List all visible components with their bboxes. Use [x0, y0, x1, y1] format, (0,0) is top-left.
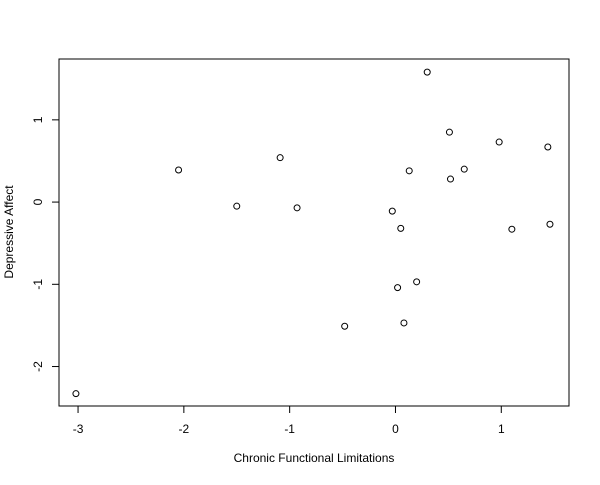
- x-axis: -3 -2 -1 0 1: [73, 406, 505, 436]
- plot-frame: [58, 58, 570, 407]
- data-point: [388, 207, 396, 215]
- y-tick-label: -2: [31, 361, 45, 372]
- x-tick-label: -3: [73, 422, 84, 436]
- x-tick-label: -1: [284, 422, 295, 436]
- data-point: [508, 225, 516, 233]
- x-axis-label: Chronic Functional Limitations: [234, 451, 395, 465]
- data-point: [341, 322, 349, 330]
- data-point: [72, 390, 80, 398]
- data-point: [397, 224, 405, 232]
- data-point: [400, 319, 408, 327]
- data-point: [423, 68, 431, 76]
- x-tick-label: 1: [498, 422, 505, 436]
- data-point: [276, 154, 284, 162]
- x-tick-label: -2: [179, 422, 190, 436]
- y-axis: -2 -1 0 1: [31, 116, 59, 372]
- data-point: [446, 175, 454, 183]
- data-point: [405, 167, 413, 175]
- data-point: [293, 204, 301, 212]
- data-point: [233, 202, 241, 210]
- y-tick-label: -1: [31, 279, 45, 290]
- data-point: [175, 166, 183, 174]
- data-point: [413, 278, 421, 286]
- data-point: [394, 284, 402, 292]
- data-point: [445, 128, 453, 136]
- y-axis-label: Depressive Affect: [2, 185, 16, 279]
- y-tick-label: 1: [31, 116, 45, 123]
- x-tick-label: 0: [392, 422, 399, 436]
- data-point: [495, 138, 503, 146]
- data-point: [546, 220, 554, 228]
- data-point: [460, 165, 468, 173]
- y-tick-label: 0: [31, 198, 45, 205]
- data-point: [544, 143, 552, 151]
- data-points: [72, 68, 554, 398]
